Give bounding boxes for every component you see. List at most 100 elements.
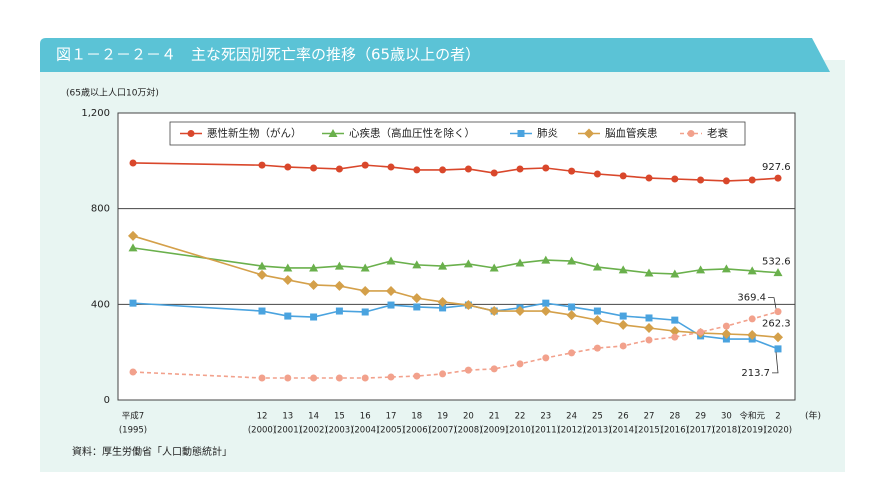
point — [257, 261, 267, 270]
label-leader — [768, 297, 777, 309]
series: 262.3 — [128, 230, 791, 343]
point — [464, 366, 472, 374]
legend-marker — [584, 128, 594, 139]
series-line — [132, 310, 779, 379]
point — [490, 365, 498, 373]
point — [489, 306, 500, 317]
point — [334, 280, 345, 291]
point — [361, 308, 369, 316]
point — [542, 164, 550, 172]
point — [721, 264, 731, 273]
point — [258, 161, 266, 169]
x-tick-year: (2001) — [274, 426, 302, 436]
point — [310, 313, 318, 321]
y-tick-label: 800 — [91, 204, 110, 215]
x-tick-year: (2019) — [738, 426, 766, 436]
legend-marker — [328, 129, 338, 137]
point — [748, 176, 756, 184]
point — [439, 166, 447, 174]
point — [412, 260, 422, 269]
point — [463, 300, 474, 311]
point — [671, 316, 679, 324]
point — [516, 360, 524, 368]
series-line — [132, 247, 779, 275]
point — [515, 258, 525, 267]
series-line — [132, 302, 779, 350]
x-tick-label: 14 — [308, 412, 319, 422]
x-tick-label: 24 — [566, 412, 577, 422]
point — [645, 336, 653, 344]
point — [439, 304, 447, 312]
x-tick-label: 平成7 — [122, 411, 144, 422]
x-tick-label: 19 — [437, 412, 448, 422]
point — [722, 177, 730, 185]
point — [773, 268, 783, 277]
data-label: 213.7 — [741, 368, 770, 379]
x-tick-year: (2006) — [403, 426, 431, 436]
point — [128, 230, 138, 241]
point — [721, 328, 732, 339]
x-tick-label: 20 — [463, 412, 474, 422]
point — [438, 261, 448, 270]
x-tick-label: 12 — [257, 412, 268, 422]
point — [308, 279, 319, 290]
point — [439, 370, 447, 378]
x-tick-year: (2018) — [712, 426, 740, 436]
point — [489, 263, 499, 272]
x-tick-year: (2015) — [635, 426, 663, 436]
header-bar — [40, 38, 830, 72]
point — [413, 372, 421, 380]
point — [310, 164, 318, 172]
point — [592, 262, 602, 271]
point — [411, 293, 422, 304]
legend-box — [169, 121, 746, 146]
point — [360, 285, 371, 296]
x-tick-label: 17 — [386, 412, 397, 422]
point — [464, 165, 472, 173]
data-label: 927.6 — [762, 162, 791, 173]
point — [697, 328, 705, 336]
point — [284, 374, 292, 382]
x-tick-label: 25 — [592, 412, 603, 422]
point — [722, 322, 730, 330]
point — [129, 299, 137, 307]
point — [644, 268, 654, 277]
point — [748, 315, 756, 323]
x-tick-label: 30 — [721, 412, 732, 422]
point — [696, 265, 706, 274]
point — [670, 269, 680, 278]
point — [334, 261, 344, 270]
y-axis-label: (65歳以上人口10万対) — [66, 87, 159, 99]
point — [774, 174, 782, 182]
x-tick-label: 22 — [515, 412, 526, 422]
x-tick-year: (2014) — [609, 426, 637, 436]
point — [361, 161, 369, 169]
point — [593, 307, 601, 315]
x-tick-label: 13 — [282, 412, 293, 422]
point — [722, 335, 730, 343]
x-tick-label: 18 — [411, 412, 422, 422]
x-tick-year: (2009) — [480, 426, 508, 436]
point — [567, 256, 577, 265]
x-tick-year: (2016) — [661, 426, 689, 436]
data-label: 532.6 — [762, 257, 791, 268]
legend-label: 老衰 — [707, 127, 728, 140]
data-label: 262.3 — [762, 318, 791, 329]
point — [774, 308, 782, 316]
legend-marker — [687, 130, 695, 137]
x-tick-label: 16 — [360, 412, 371, 422]
source: 資料：厚生労働省「人口動態統計」 — [72, 445, 232, 458]
data-label: 369.4 — [737, 293, 766, 304]
x-tick-label: 15 — [334, 412, 345, 422]
series-line — [132, 162, 779, 182]
x-tick-year: (2020) — [764, 426, 792, 436]
x-tick-year: (1995) — [119, 426, 147, 436]
x-tick-year: (2008) — [454, 426, 482, 436]
point — [747, 266, 757, 275]
point — [542, 299, 550, 307]
point — [386, 285, 396, 296]
chart-title: 図１－２－２－４ 主な死因別死亡率の推移（65歳以上の者） — [56, 46, 480, 64]
series: 532.6 — [128, 243, 791, 278]
x-tick-year: (2011) — [532, 426, 560, 436]
y-tick-label: 400 — [91, 299, 110, 310]
